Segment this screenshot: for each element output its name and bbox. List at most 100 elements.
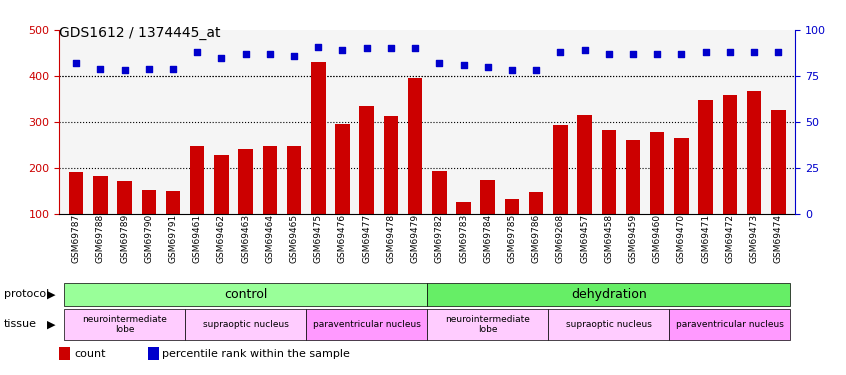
Text: percentile rank within the sample: percentile rank within the sample <box>162 350 350 359</box>
Point <box>457 62 470 68</box>
Bar <box>311 62 326 260</box>
Point <box>432 60 446 66</box>
Text: GSM69474: GSM69474 <box>774 214 783 263</box>
Bar <box>771 110 786 260</box>
Text: GSM69472: GSM69472 <box>725 214 734 263</box>
Point <box>384 45 398 51</box>
Text: GSM69785: GSM69785 <box>508 214 516 263</box>
Text: GSM69464: GSM69464 <box>266 214 274 263</box>
Text: GSM69463: GSM69463 <box>241 214 250 263</box>
Text: ▶: ▶ <box>47 320 55 329</box>
Text: GSM69458: GSM69458 <box>604 214 613 263</box>
Point <box>311 44 325 50</box>
Point <box>651 51 664 57</box>
Text: GSM69471: GSM69471 <box>701 214 710 263</box>
Text: count: count <box>74 350 106 359</box>
Bar <box>481 180 495 260</box>
Text: GSM69789: GSM69789 <box>120 214 129 263</box>
Text: tissue: tissue <box>4 320 37 329</box>
Text: GSM69788: GSM69788 <box>96 214 105 263</box>
Bar <box>59 346 70 360</box>
FancyBboxPatch shape <box>548 309 669 340</box>
Point <box>118 68 131 74</box>
Point <box>263 51 277 57</box>
Bar <box>529 192 543 260</box>
Text: GSM69457: GSM69457 <box>580 214 589 263</box>
Point <box>578 47 591 53</box>
Bar <box>505 199 519 260</box>
Text: GSM69790: GSM69790 <box>145 214 153 263</box>
Bar <box>577 115 592 260</box>
Point <box>530 68 543 74</box>
Text: GSM69470: GSM69470 <box>677 214 686 263</box>
Text: GSM69783: GSM69783 <box>459 214 468 263</box>
Point <box>747 49 761 55</box>
Text: GSM69782: GSM69782 <box>435 214 444 263</box>
Text: GSM69475: GSM69475 <box>314 214 323 263</box>
Bar <box>141 190 156 260</box>
Text: supraoptic nucleus: supraoptic nucleus <box>203 320 288 329</box>
Text: protocol: protocol <box>4 290 49 299</box>
Text: GDS1612 / 1374445_at: GDS1612 / 1374445_at <box>59 26 221 40</box>
Text: GSM69787: GSM69787 <box>72 214 80 263</box>
Text: supraoptic nucleus: supraoptic nucleus <box>566 320 651 329</box>
Bar <box>190 146 205 260</box>
Point <box>336 47 349 53</box>
Bar <box>360 106 374 260</box>
Text: GSM69460: GSM69460 <box>653 214 662 263</box>
Point <box>723 49 737 55</box>
Point <box>602 51 616 57</box>
Bar <box>747 91 761 260</box>
Bar <box>118 181 132 260</box>
Text: GSM69786: GSM69786 <box>531 214 541 263</box>
Point <box>772 49 785 55</box>
Point <box>94 66 107 72</box>
Bar <box>553 125 568 260</box>
Bar <box>262 146 277 260</box>
Bar <box>214 155 228 260</box>
Bar <box>626 140 640 260</box>
FancyBboxPatch shape <box>64 309 185 340</box>
Bar <box>147 346 158 360</box>
Text: GSM69459: GSM69459 <box>629 214 638 263</box>
FancyBboxPatch shape <box>306 309 427 340</box>
Bar <box>602 130 616 260</box>
Bar <box>166 191 180 260</box>
Point <box>481 64 495 70</box>
Point <box>167 66 180 72</box>
Text: GSM69462: GSM69462 <box>217 214 226 263</box>
Bar <box>408 78 422 260</box>
Point <box>409 45 422 51</box>
Point <box>142 66 156 72</box>
FancyBboxPatch shape <box>185 309 306 340</box>
Point <box>626 51 640 57</box>
Bar <box>69 172 84 260</box>
Text: GSM69473: GSM69473 <box>750 214 759 263</box>
Bar <box>432 171 447 260</box>
Bar <box>287 146 301 260</box>
Point <box>505 68 519 74</box>
Text: GSM69479: GSM69479 <box>410 214 420 263</box>
Bar <box>239 148 253 260</box>
Point <box>288 53 301 59</box>
Text: GSM69791: GSM69791 <box>168 214 178 263</box>
Text: GSM69465: GSM69465 <box>289 214 299 263</box>
FancyBboxPatch shape <box>669 309 790 340</box>
FancyBboxPatch shape <box>427 309 548 340</box>
Text: dehydration: dehydration <box>571 288 646 301</box>
Text: GSM69478: GSM69478 <box>387 214 395 263</box>
Text: GSM69476: GSM69476 <box>338 214 347 263</box>
Text: GSM69461: GSM69461 <box>193 214 201 263</box>
Bar <box>699 100 713 260</box>
Point <box>360 45 373 51</box>
Text: neurointermediate
lobe: neurointermediate lobe <box>445 315 530 334</box>
Point <box>239 51 252 57</box>
Text: GSM69268: GSM69268 <box>556 214 565 263</box>
Bar <box>456 202 471 260</box>
Point <box>553 49 567 55</box>
Text: ▶: ▶ <box>47 290 55 299</box>
Bar <box>722 95 737 260</box>
Bar <box>383 116 398 260</box>
Text: control: control <box>224 288 267 301</box>
Point <box>215 55 228 61</box>
